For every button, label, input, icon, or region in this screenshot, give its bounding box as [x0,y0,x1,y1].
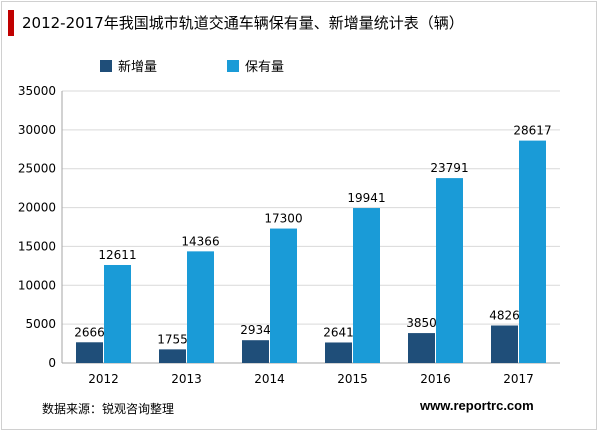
data-label-total: 17300 [264,212,302,226]
y-tick-label: 10000 [18,278,56,292]
data-label-total: 14366 [181,234,219,248]
data-label-new: 3850 [406,316,437,330]
legend: 新增量 保有量 [100,56,284,75]
legend-item-new: 新增量 [100,56,157,75]
y-tick-label: 35000 [18,84,56,98]
data-label-new: 2934 [240,323,271,337]
y-tick-label: 15000 [18,239,56,253]
legend-swatch-total [227,59,240,72]
bar-total [187,251,214,363]
data-label-new: 4826 [489,308,520,322]
y-tick-label: 20000 [18,201,56,215]
bar-total [104,264,131,363]
legend-label-new: 新增量 [118,60,158,75]
x-tick-label: 2013 [171,372,202,386]
y-tick-label: 25000 [18,162,56,176]
source-note: 数据来源：锐观咨询整理 [42,402,175,416]
bar-total [353,208,380,363]
y-tick-label: 30000 [18,123,56,137]
bar-total [519,140,546,363]
bar-new [76,342,103,363]
chart-title: 2012-2017年我国城市轨道交通车辆保有量、新增量统计表（辆） [22,14,464,32]
bar-new [491,325,518,363]
bar-new [159,349,186,363]
data-label-total: 19941 [347,191,385,205]
bar-total [436,178,463,363]
bar-total [270,228,297,363]
x-tick-label: 2017 [503,372,534,386]
bar-new [408,333,435,363]
legend-label-total: 保有量 [245,60,285,75]
x-tick-label: 2014 [254,372,285,386]
legend-item-total: 保有量 [227,56,284,75]
x-tick-label: 2016 [420,372,451,386]
y-tick-label: 5000 [25,317,56,331]
x-tick-label: 2012 [88,372,119,386]
y-tick-label: 0 [48,356,56,370]
data-label-total: 12611 [98,248,136,262]
data-label-total: 23791 [430,161,468,175]
data-label-total: 28617 [513,124,551,138]
bar-new [325,342,352,363]
data-label-new: 2666 [74,325,105,339]
data-label-new: 2641 [323,325,354,339]
legend-swatch-new [100,59,112,72]
website-link[interactable]: www.reportrc.com [420,398,534,413]
title-accent-bar [8,10,14,36]
data-label-new: 1755 [157,332,188,346]
bar-new [242,340,269,363]
x-tick-label: 2015 [337,372,368,386]
